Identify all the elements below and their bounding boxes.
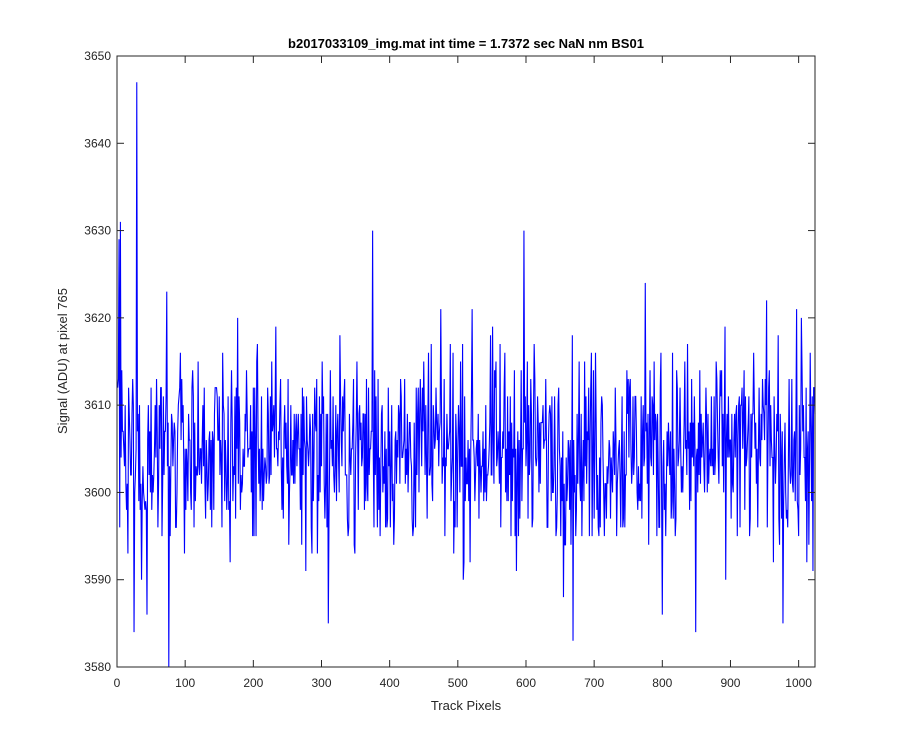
x-tick-label: 800 — [652, 676, 672, 690]
x-tick-label: 600 — [516, 676, 536, 690]
x-tick-label: 300 — [311, 676, 331, 690]
y-tick-label: 3610 — [84, 398, 111, 412]
y-tick-label: 3640 — [84, 136, 111, 150]
plot-background — [117, 56, 815, 667]
x-tick-label: 100 — [175, 676, 195, 690]
x-tick-label: 200 — [243, 676, 263, 690]
ticks-layer: 0 100 200 300 400 500 600 700 800 900 1000 3580 3590… — [84, 49, 815, 690]
x-tick-label: 500 — [448, 676, 468, 690]
x-tick-label: 900 — [720, 676, 740, 690]
y-tick-label: 3630 — [84, 224, 111, 238]
x-tick-label: 400 — [380, 676, 400, 690]
y-tick-label: 3650 — [84, 49, 111, 63]
y-tick-label: 3580 — [84, 660, 111, 674]
y-tick-label: 3590 — [84, 573, 111, 587]
chart-title: b2017033109_img.mat int time = 1.7372 se… — [288, 36, 644, 51]
y-tick-label: 3600 — [84, 485, 111, 499]
series-line — [117, 82, 816, 668]
x-tick-label: 700 — [584, 676, 604, 690]
y-axis-label: Signal (ADU) at pixel 765 — [55, 288, 70, 434]
x-axis-label: Track Pixels — [431, 698, 502, 713]
x-tick-label: 1000 — [785, 676, 812, 690]
y-tick-label: 3620 — [84, 311, 111, 325]
series-layer — [117, 82, 816, 668]
axes-box — [116, 55, 816, 668]
axes-layer — [116, 55, 816, 668]
x-tick-label: 0 — [114, 676, 121, 690]
